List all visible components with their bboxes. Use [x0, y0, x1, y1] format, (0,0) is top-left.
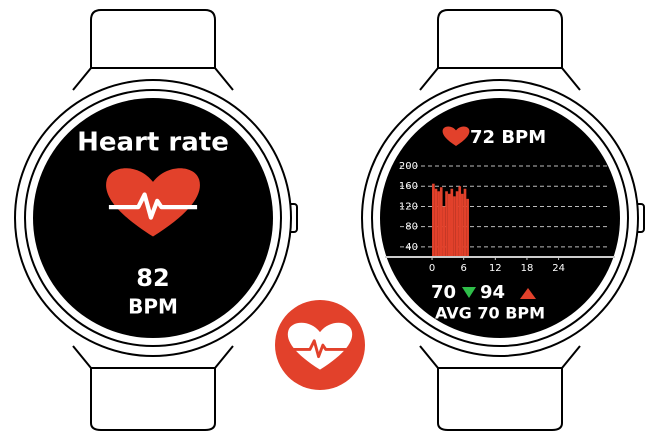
bar	[455, 191, 459, 257]
up-arrow	[520, 288, 536, 299]
bar	[442, 206, 446, 257]
x-tick-label: 0	[429, 263, 435, 274]
heart-unit: BPM	[128, 295, 178, 319]
bar	[437, 191, 440, 257]
bar	[432, 183, 435, 257]
bar	[447, 193, 451, 257]
average: AVG 70 BPM	[435, 304, 545, 323]
bar	[463, 188, 467, 257]
bar	[450, 188, 454, 257]
y-tick-label: 80	[405, 222, 418, 233]
min-value: 70	[431, 282, 456, 303]
y-tick-label: 40	[405, 242, 418, 253]
heart-value: 82	[136, 264, 169, 292]
bar	[445, 191, 448, 257]
bar	[461, 193, 464, 257]
bar	[434, 188, 438, 257]
bar	[453, 196, 456, 257]
down-arrow	[462, 287, 476, 298]
heart-icon	[106, 168, 200, 237]
max-value: 94	[480, 282, 505, 303]
x-tick-label: 12	[489, 263, 502, 274]
bar	[466, 198, 469, 257]
x-tick-label: 6	[460, 263, 466, 274]
x-tick-label: 18	[521, 263, 534, 274]
title: Heart rate	[77, 128, 229, 158]
current-bpm: 72 BPM	[470, 127, 546, 148]
bar	[458, 186, 462, 257]
bar	[439, 187, 443, 257]
x-tick-label: 24	[552, 263, 565, 274]
app-icon	[275, 300, 365, 390]
watch-right	[361, 9, 645, 431]
